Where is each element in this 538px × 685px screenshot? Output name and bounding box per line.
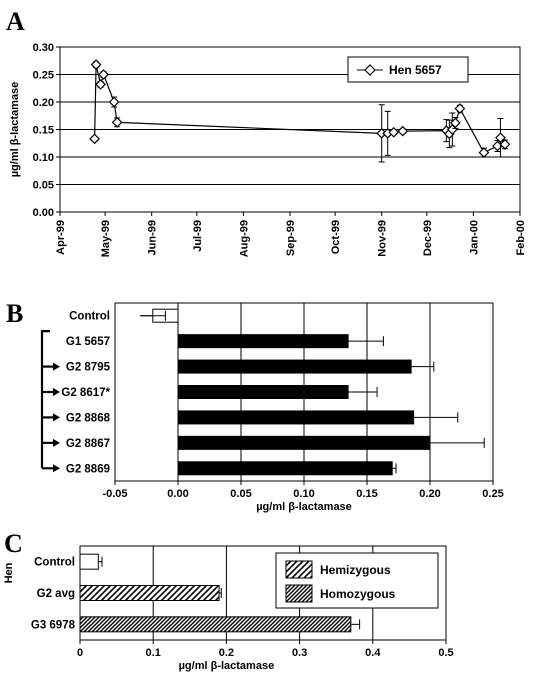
panel-b-category-labels: Control G1 5657 G2 8795 G2 8617* G2 8868 G2 8… <box>61 311 110 476</box>
panel-c-legend-label-homozygous: Homozygous <box>320 587 396 601</box>
panel-b-x-tick-label: 0.15 <box>356 488 377 500</box>
panel-c-category-g3-6978: G3 6978 <box>31 619 76 631</box>
panel-a-legend-marker <box>364 64 376 76</box>
panel-b-lineage-arrows <box>40 330 60 473</box>
panel-b-bar-g2-8617 <box>177 385 349 399</box>
panel-b-x-tick-label: 0.25 <box>482 488 503 500</box>
panel-c-x-tick-label: 0.5 <box>438 647 453 659</box>
panel-a-data-point <box>98 69 109 80</box>
panel-a-y-tick-label: 0.20 <box>33 97 54 109</box>
panel-a-chart: 0.00 0.05 0.10 0.15 0.20 0.25 0.30 Apr-99 May-9… <box>9 42 527 257</box>
panel-b-category-control: Control <box>69 311 110 323</box>
panel-b-lineage-arrowhead <box>53 362 60 371</box>
panel-c-bar-g3-6978 <box>79 616 352 633</box>
panel-b-lineage-bracket <box>40 330 50 469</box>
panel-b-lineage-arrowhead <box>53 388 60 396</box>
panel-a-data-point <box>454 103 466 114</box>
panel-c-x-tick-label: 0.2 <box>219 647 234 659</box>
panel-c-letter: C <box>4 529 23 558</box>
panel-a-series-hen-5657 <box>89 59 511 163</box>
panel-c-bar-control <box>79 553 99 570</box>
panel-c-legend-label-hemizygous: Hemizygous <box>320 563 391 577</box>
panel-a-y-axis-label: µg/ml β-lactamase <box>9 82 21 178</box>
panel-c-chart: Control G2 avg G3 6978 0 0.1 0.2 0.3 0.4 0.5 µg… <box>3 545 454 672</box>
panel-b-bar-g2-8795 <box>177 359 412 374</box>
panel-a-data-point <box>478 147 490 158</box>
panel-a-x-tick-label: Jul-99 <box>192 220 204 252</box>
panel-b-bar-g1-5657 <box>177 334 349 349</box>
panel-b-lineage-arrowhead <box>53 438 60 447</box>
panel-a-y-tick-label: 0.10 <box>33 152 54 164</box>
panel-a-data-point <box>499 139 511 150</box>
panel-a-data-point <box>95 79 106 90</box>
panel-b-x-tick-label: -0.05 <box>102 488 127 500</box>
panel-b-category-g2-8868: G2 8868 <box>66 412 111 424</box>
panel-a-data-point <box>388 126 400 138</box>
panel-c-legend-swatch-homozygous <box>285 584 313 603</box>
panel-c-x-tick-label: 0.1 <box>146 647 161 659</box>
panel-b-lineage-arrowhead <box>53 413 60 422</box>
panel-a-x-tick-label: Oct-99 <box>330 220 342 254</box>
panel-b-chart: Control G1 5657 G2 8795 G2 8617* G2 8868 G2 8… <box>40 302 504 513</box>
panel-b-category-g2-8617: G2 8617* <box>61 387 110 399</box>
panel-b-category-g2-8867: G2 8867 <box>66 438 110 450</box>
panel-b-bar-g2-8867 <box>177 435 431 450</box>
panel-b-x-tick-label: 0.10 <box>293 488 314 500</box>
panel-a-letter: A <box>6 7 25 36</box>
panel-a-data-point <box>397 125 409 137</box>
panel-a-x-tick-label: Dec-99 <box>422 220 434 256</box>
panel-b-x-tick-label: 0.00 <box>167 488 188 500</box>
panel-a-y-tick-label: 0.30 <box>33 42 54 54</box>
panel-a-y-tick-label: 0.05 <box>33 180 54 192</box>
panel-a-data-point <box>495 132 506 144</box>
panel-a-data-point <box>90 59 102 70</box>
panel-c-category-control: Control <box>34 557 75 569</box>
panel-a-x-ticks: Apr-99 May-99 Jun-99 Jul-99 Aug-99 Sep-99 Oct-… <box>55 212 527 257</box>
panel-c-x-axis-label: µg/ml β-lactamase <box>179 660 275 672</box>
panel-c-category-g2-avg: G2 avg <box>37 588 75 600</box>
panel-c-category-labels: Control G2 avg G3 6978 <box>31 557 76 632</box>
panel-c-x-tick-label: 0.3 <box>292 647 307 659</box>
panel-a-x-tick-label: Sep-99 <box>285 220 297 256</box>
panel-a-data-point <box>111 117 123 128</box>
panel-b-category-g2-8795: G2 8795 <box>66 362 111 374</box>
panel-c-x-tick-label: 0 <box>77 647 83 659</box>
panel-c-legend-swatch-hemizygous <box>285 560 313 579</box>
panel-c-bar-g2-avg <box>79 585 220 601</box>
panel-b-category-g1-5657: G1 5657 <box>66 336 110 348</box>
panel-b-x-axis-label: µg/ml β-lactamase <box>256 501 352 513</box>
panel-a-data-point <box>450 117 461 129</box>
panel-a-legend: Hen 5657 <box>347 56 469 83</box>
panel-b-bar-g2-8868 <box>177 410 415 425</box>
panel-a-x-tick-label: Apr-99 <box>55 220 67 255</box>
panel-c-legend: Hemizygous Homozygous <box>275 552 439 609</box>
panel-a-x-tick-label: Nov-99 <box>377 220 389 257</box>
panel-a-x-tick-label: Jun-99 <box>147 220 159 255</box>
panel-b-x-tick-label: 0.05 <box>230 488 251 500</box>
panel-b-lineage-arrowhead <box>53 464 60 473</box>
panel-a-y-ticks: 0.00 0.05 0.10 0.15 0.20 0.25 0.30 <box>33 42 60 219</box>
panel-a-y-tick-label: 0.00 <box>33 207 54 219</box>
panel-b-category-g2-8869: G2 8869 <box>66 463 110 475</box>
panel-c-x-ticks: 0 0.1 0.2 0.3 0.4 0.5 <box>77 640 454 659</box>
panel-b-x-ticks: -0.05 0.00 0.05 0.10 0.15 0.20 0.25 <box>102 481 504 500</box>
panel-a-data-point <box>89 133 100 145</box>
panel-a-data-point <box>108 96 120 108</box>
panel-a-x-tick-label: Feb-00 <box>515 220 527 255</box>
panel-b-letter: B <box>6 299 23 328</box>
panel-a-y-tick-label: 0.15 <box>33 125 54 137</box>
panel-c-x-tick-label: 0.4 <box>365 647 381 659</box>
panel-a-x-tick-label: Aug-99 <box>238 220 250 257</box>
panel-b-bars <box>140 308 485 476</box>
panel-b-x-tick-label: 0.20 <box>419 488 440 500</box>
panel-a-legend-label: Hen 5657 <box>389 63 442 77</box>
panel-a-x-tick-label: May-99 <box>100 220 112 257</box>
panel-c-y-axis-label: Hen <box>3 562 15 583</box>
panel-b-bar-g2-8869 <box>177 461 393 476</box>
panel-a-y-tick-label: 0.25 <box>33 70 54 82</box>
panel-c-bars <box>79 553 361 633</box>
panel-a-x-tick-label: Jan-00 <box>468 220 480 255</box>
